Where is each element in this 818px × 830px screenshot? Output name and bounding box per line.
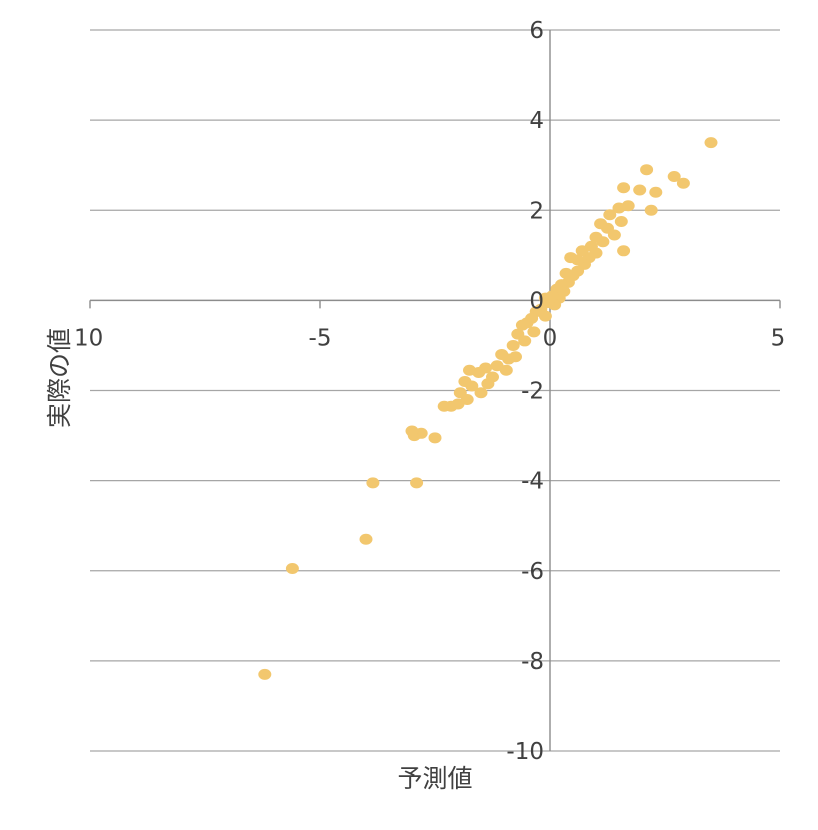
data-point (633, 184, 647, 196)
x-tick-label: -5 (309, 325, 332, 351)
y-tick-label: 2 (529, 198, 544, 224)
y-axis-title: 実際の値 (45, 328, 74, 428)
y-tick-label: 0 (529, 288, 544, 314)
y-tick-label: -2 (521, 379, 544, 405)
data-point (490, 360, 504, 372)
x-axis-title: 予測値 (397, 764, 472, 793)
data-point (564, 252, 578, 264)
data-point (527, 326, 541, 338)
data-point (405, 425, 419, 437)
data-point (617, 182, 631, 194)
data-point (285, 562, 299, 574)
data-point (667, 170, 681, 182)
data-point (481, 378, 495, 390)
data-point (589, 231, 603, 243)
data-point (410, 477, 424, 489)
data-point (506, 339, 520, 351)
data-point (575, 245, 589, 257)
data-point (612, 202, 626, 214)
data-point (437, 400, 451, 412)
data-point (640, 164, 654, 176)
data-point (458, 375, 472, 387)
data-point (649, 186, 663, 198)
data-point (603, 209, 617, 221)
data-point (518, 335, 532, 347)
x-tick-label: 5 (771, 325, 786, 351)
data-point (538, 310, 552, 322)
y-tick-label: 4 (529, 108, 544, 134)
data-point (474, 387, 488, 399)
y-tick-label: -6 (521, 559, 544, 585)
data-point (515, 319, 529, 331)
data-point (538, 292, 552, 304)
data-point (617, 245, 631, 257)
x-tick-labels: 10 -5 0 5 (74, 325, 785, 351)
data-point (495, 348, 509, 360)
data-point (258, 668, 272, 680)
y-tick-label: -4 (521, 469, 544, 495)
x-tick-label: 10 (74, 325, 103, 351)
gridlines (90, 29, 780, 752)
data-point (366, 477, 380, 489)
data-point (359, 533, 373, 545)
data-point (463, 364, 476, 376)
data-point (594, 218, 608, 230)
data-point (704, 137, 718, 149)
y-tick-label: -8 (521, 649, 544, 675)
x-tick-label: 0 (543, 325, 558, 351)
data-point (453, 387, 467, 399)
y-tick-label: 6 (529, 18, 544, 44)
y-tick-labels: -10 -8 -6 -4 -2 0 2 4 6 (506, 18, 544, 765)
data-point (644, 204, 658, 216)
y-tick-label: -10 (506, 739, 544, 765)
data-point (676, 177, 690, 189)
data-point (614, 216, 628, 228)
data-point (428, 432, 442, 444)
data-point (559, 267, 573, 279)
data-points (258, 137, 718, 680)
